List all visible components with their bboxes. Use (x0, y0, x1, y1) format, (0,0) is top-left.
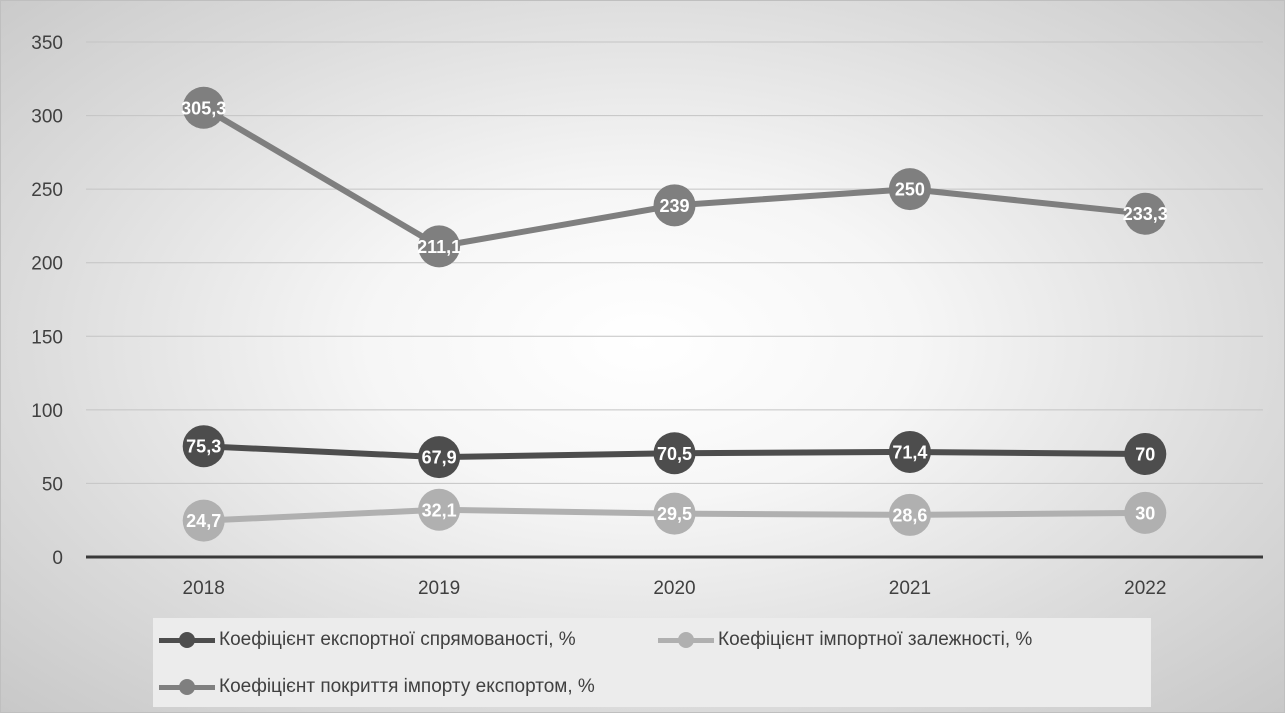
legend-label: Коефіцієнт покриття імпорту експортом, % (219, 676, 595, 697)
data-label: 70 (1135, 445, 1155, 465)
data-point (1124, 433, 1167, 475)
legend-item: Коефіцієнт імпортної залежності, % (656, 625, 1032, 655)
x-tick-label: 2020 (653, 578, 695, 599)
data-label: 211,1 (417, 237, 461, 257)
data-point (1124, 192, 1167, 235)
data-label: 71,4 (892, 442, 927, 462)
legend-label: Коефіцієнт імпортної залежності, % (718, 629, 1033, 650)
data-point (182, 499, 225, 542)
legend-swatch (656, 630, 716, 650)
x-tick-label: 2018 (183, 578, 225, 599)
data-label: 250 (895, 180, 925, 200)
data-point (418, 225, 461, 268)
y-tick-label: 350 (31, 33, 63, 54)
data-label: 305,3 (181, 98, 226, 118)
legend-item: Коефіцієнт покриття імпорту експортом, % (157, 672, 595, 702)
data-point (1124, 491, 1167, 534)
data-label: 233,3 (1123, 204, 1168, 224)
legend-swatch (157, 677, 217, 697)
y-tick-label: 300 (31, 107, 63, 128)
data-label: 24,7 (186, 511, 221, 531)
data-point (888, 430, 931, 473)
data-label: 32,1 (422, 500, 457, 520)
data-point (653, 432, 696, 475)
legend-swatch (157, 630, 217, 650)
data-point (888, 168, 931, 211)
x-tick-label: 2021 (889, 578, 931, 599)
legend: Коефіцієнт експортної спрямованості, % Ко… (153, 618, 1151, 707)
data-point (182, 425, 225, 468)
data-label: 28,6 (892, 505, 927, 525)
data-point (888, 493, 931, 536)
data-label: 29,5 (657, 504, 692, 524)
x-tick-label: 2019 (418, 578, 460, 599)
y-tick-label: 100 (31, 401, 63, 422)
legend-label: Коефіцієнт експортної спрямованості, % (219, 629, 576, 650)
legend-item: Коефіцієнт експортної спрямованості, % (157, 625, 576, 655)
data-label: 30 (1135, 503, 1155, 523)
y-tick-label: 50 (42, 474, 63, 495)
y-tick-label: 200 (31, 254, 63, 275)
y-tick-label: 0 (52, 548, 63, 569)
data-point (418, 436, 461, 479)
y-tick-label: 150 (31, 327, 63, 348)
data-point (653, 184, 696, 227)
data-point (418, 488, 461, 531)
y-tick-label: 250 (31, 180, 63, 201)
data-label: 70,5 (657, 444, 692, 464)
data-label: 75,3 (186, 437, 221, 457)
x-tick-label: 2022 (1124, 578, 1166, 599)
data-label: 239 (659, 196, 689, 216)
data-label: 67,9 (422, 448, 457, 468)
data-point (653, 492, 696, 535)
data-point (182, 86, 225, 129)
